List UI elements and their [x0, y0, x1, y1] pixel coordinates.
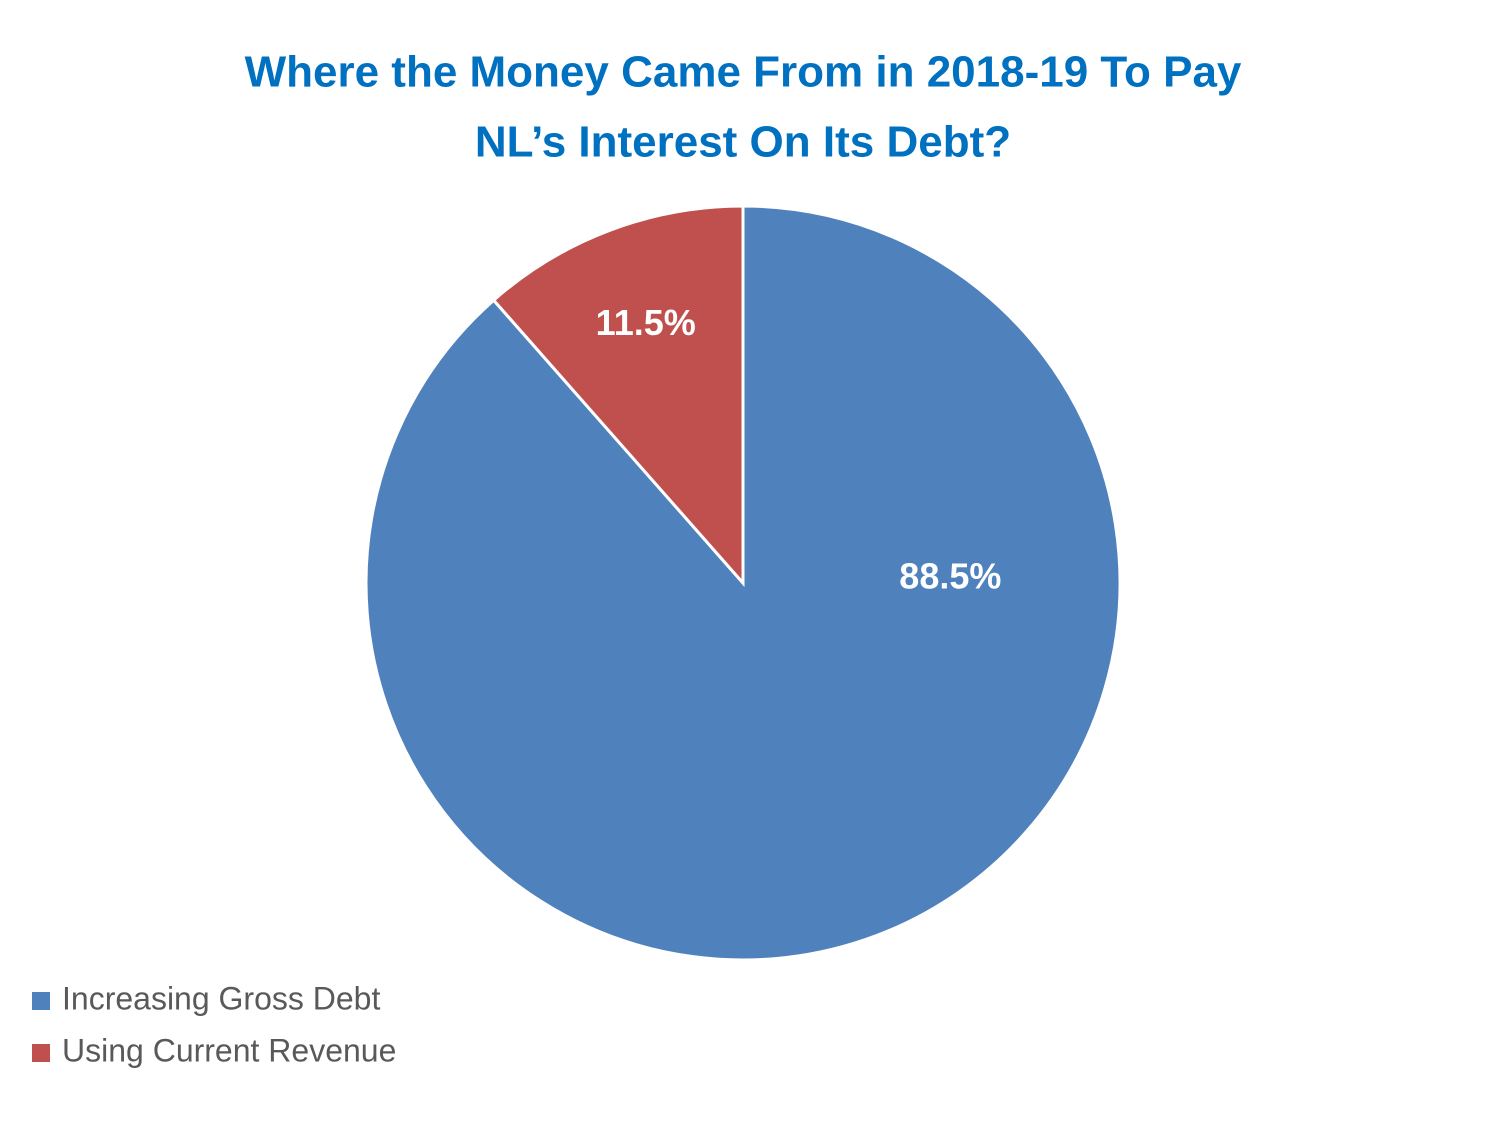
data-label: 88.5%	[899, 556, 1001, 597]
legend-label: Increasing Gross Debt	[62, 980, 380, 1016]
legend-swatch	[32, 1044, 50, 1062]
pie-slice	[364, 204, 1122, 962]
chart-title: Where the Money Came From in 2018-19 To …	[245, 48, 1242, 97]
legend-label: Using Current Revenue	[62, 1032, 396, 1068]
pie-slice	[491, 204, 745, 587]
legend-swatch	[32, 992, 50, 1010]
chart-title: NL’s Interest On Its Debt?	[475, 118, 1011, 167]
data-label: 11.5%	[596, 302, 696, 343]
